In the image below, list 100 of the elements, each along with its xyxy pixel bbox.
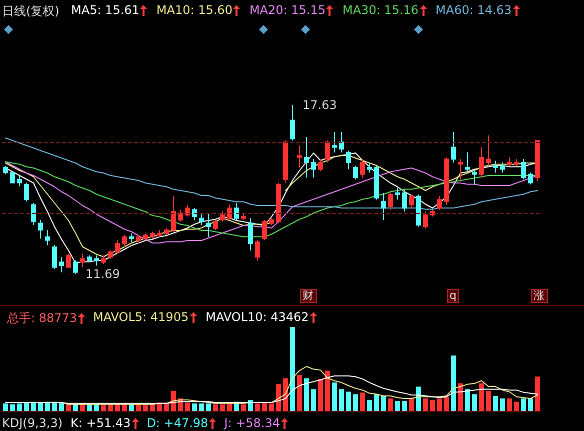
bar bbox=[101, 405, 106, 411]
bar bbox=[185, 402, 190, 411]
bar bbox=[276, 384, 281, 411]
bar bbox=[423, 398, 428, 411]
bar bbox=[479, 383, 484, 411]
candlestick bbox=[507, 156, 512, 166]
candlestick bbox=[192, 208, 197, 220]
bar bbox=[311, 389, 316, 411]
bar bbox=[17, 403, 22, 411]
bar bbox=[528, 398, 533, 411]
candlestick bbox=[479, 146, 484, 178]
bar bbox=[150, 404, 155, 411]
candlestick bbox=[444, 156, 449, 206]
candlestick bbox=[129, 232, 134, 242]
candlestick bbox=[360, 158, 365, 178]
bar bbox=[115, 404, 120, 411]
candlestick bbox=[535, 140, 540, 182]
bar bbox=[521, 398, 526, 411]
candlestick bbox=[472, 168, 477, 185]
candlestick bbox=[367, 162, 372, 174]
candlestick bbox=[381, 192, 386, 220]
bar bbox=[332, 382, 337, 411]
bar bbox=[325, 370, 330, 411]
bar bbox=[458, 383, 463, 411]
candlestick bbox=[45, 230, 50, 246]
bar bbox=[535, 376, 540, 411]
text: MA10: 15.60 bbox=[156, 3, 232, 17]
candlestick bbox=[185, 204, 190, 218]
bar bbox=[409, 398, 414, 411]
bar bbox=[73, 404, 78, 411]
chart-title: 日线(复权) bbox=[2, 4, 60, 18]
candlestick bbox=[73, 260, 78, 274]
candlestick bbox=[318, 158, 323, 172]
bar bbox=[493, 396, 498, 411]
bar bbox=[255, 403, 260, 411]
bar bbox=[395, 400, 400, 411]
bar bbox=[360, 392, 365, 411]
bar bbox=[87, 404, 92, 411]
candlestick bbox=[500, 162, 505, 174]
bar bbox=[472, 394, 477, 411]
bar bbox=[304, 378, 309, 411]
bar bbox=[416, 386, 421, 411]
candlestick bbox=[304, 136, 309, 178]
candlestick bbox=[199, 212, 204, 226]
annotation: 17.63 bbox=[302, 98, 337, 112]
candlestick bbox=[115, 240, 120, 254]
candlestick bbox=[493, 160, 498, 174]
bar bbox=[59, 402, 64, 411]
candlestick bbox=[332, 132, 337, 153]
candlestick bbox=[416, 194, 421, 228]
candlestick bbox=[59, 256, 64, 273]
text: MAVOL5: 41905 bbox=[93, 310, 189, 324]
candlestick bbox=[255, 240, 260, 261]
candlestick bbox=[220, 210, 225, 222]
bar bbox=[507, 398, 512, 411]
candlestick bbox=[38, 219, 43, 240]
text: MA60: 14.63 bbox=[436, 3, 512, 17]
candlestick bbox=[136, 234, 141, 244]
candlestick bbox=[10, 172, 15, 184]
candlestick bbox=[171, 196, 176, 232]
candlestick bbox=[52, 244, 57, 270]
bar bbox=[108, 404, 113, 411]
candlestick bbox=[311, 158, 316, 178]
text: D: +47.98 bbox=[146, 416, 208, 430]
candlestick bbox=[395, 187, 400, 200]
candlestick bbox=[325, 140, 330, 163]
bar bbox=[3, 403, 8, 411]
bar bbox=[213, 404, 218, 411]
candlestick bbox=[234, 202, 239, 220]
bar bbox=[143, 405, 148, 411]
text: MA20: 15.15 bbox=[249, 3, 326, 17]
text: K: +51.43 bbox=[70, 416, 131, 430]
candlestick bbox=[248, 218, 253, 251]
annotation: 11.69 bbox=[86, 267, 120, 281]
candlestick bbox=[227, 204, 232, 220]
candlestick bbox=[241, 212, 246, 220]
candlestick bbox=[262, 219, 267, 241]
bar bbox=[430, 400, 435, 411]
bar bbox=[248, 400, 253, 411]
candlestick bbox=[206, 212, 211, 238]
candlestick bbox=[374, 165, 379, 200]
bar bbox=[66, 404, 71, 411]
bar bbox=[437, 398, 442, 411]
text: J: +58.34 bbox=[224, 416, 280, 430]
candlestick bbox=[24, 182, 29, 202]
bar bbox=[500, 398, 505, 411]
candlestick bbox=[290, 104, 295, 141]
candlestick bbox=[514, 158, 519, 166]
candlestick bbox=[437, 196, 442, 210]
bar bbox=[220, 404, 225, 411]
bar bbox=[136, 404, 141, 411]
candlestick bbox=[122, 234, 127, 248]
text: MA5: 15.61 bbox=[71, 3, 140, 17]
candlestick bbox=[458, 158, 463, 180]
bar bbox=[269, 403, 274, 411]
candlestick bbox=[528, 172, 533, 185]
candlestick bbox=[402, 189, 407, 212]
bar bbox=[206, 403, 211, 411]
candlestick bbox=[521, 158, 526, 180]
bar bbox=[241, 404, 246, 411]
